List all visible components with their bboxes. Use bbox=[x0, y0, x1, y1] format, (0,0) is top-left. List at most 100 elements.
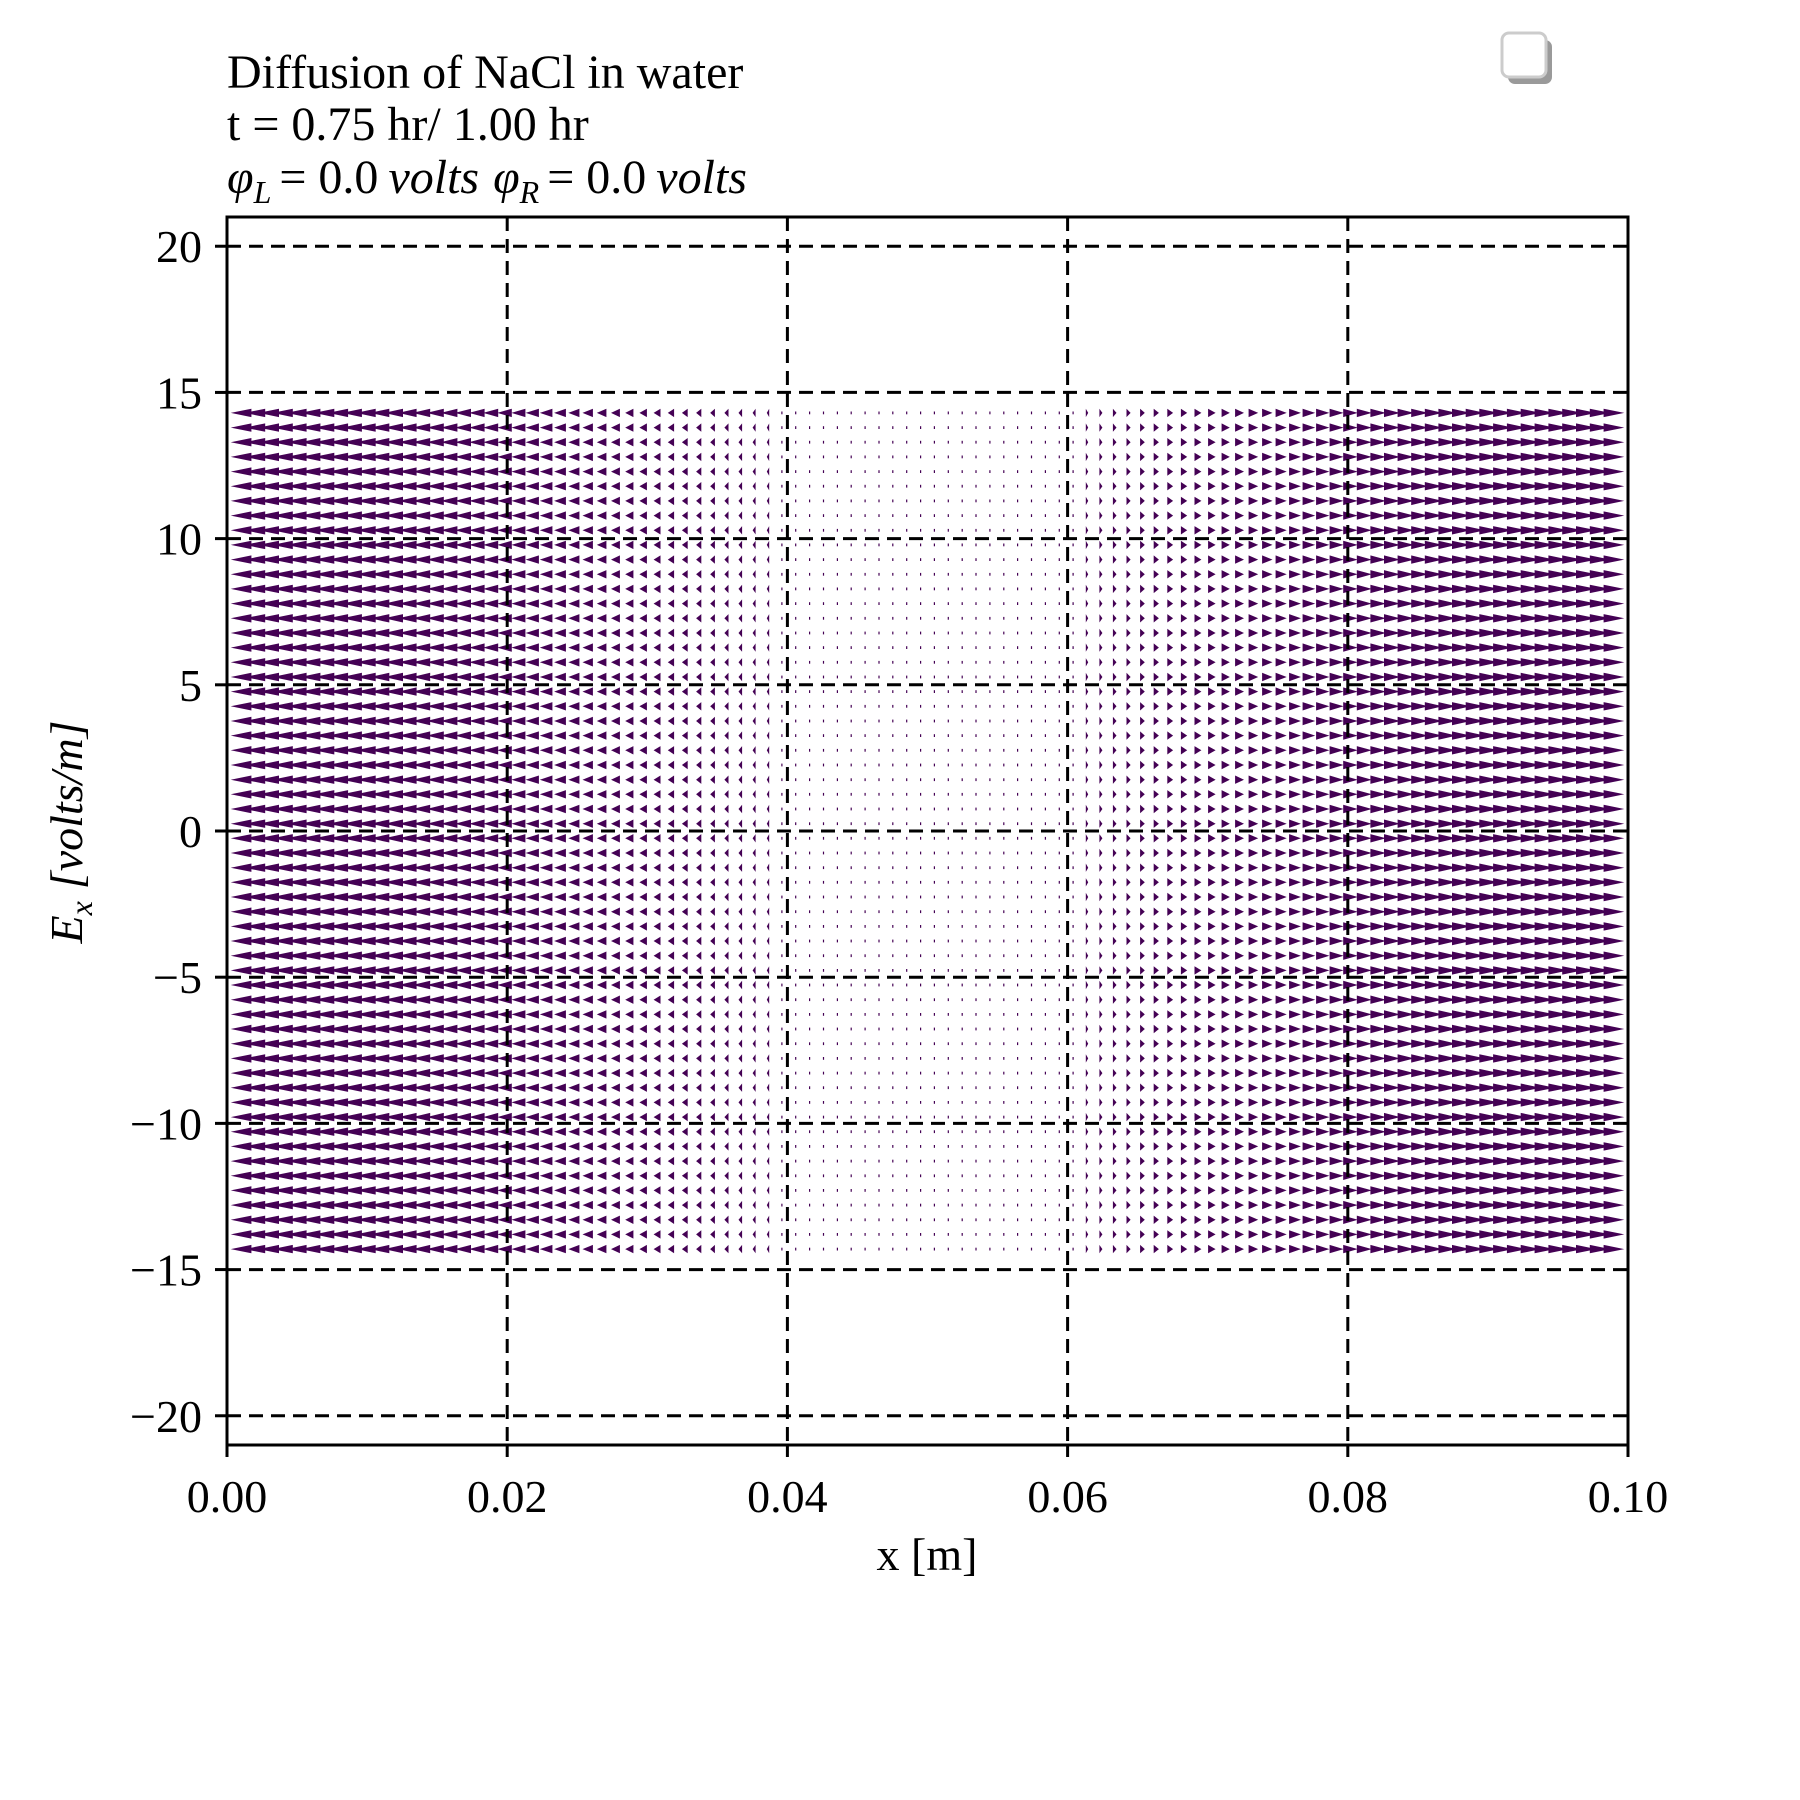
quiver-arrow bbox=[822, 866, 825, 870]
quiver-arrow bbox=[975, 1071, 977, 1075]
quiver-arrow bbox=[511, 1098, 526, 1107]
quiver-arrow bbox=[850, 925, 852, 928]
quiver-arrow bbox=[809, 1071, 811, 1075]
quiver-arrow bbox=[681, 1054, 688, 1063]
quiver-arrow bbox=[892, 822, 894, 826]
quiver-arrow bbox=[525, 731, 539, 740]
quiver-arrow bbox=[1140, 951, 1145, 960]
quiver-arrow bbox=[568, 540, 580, 550]
quiver-arrow bbox=[1370, 599, 1387, 608]
quiver-arrow bbox=[286, 922, 307, 931]
quiver-arrow bbox=[1576, 716, 1597, 726]
quiver-arrow bbox=[1194, 775, 1202, 784]
quiver-arrow bbox=[384, 672, 403, 682]
quiver-arrow bbox=[398, 555, 417, 564]
quiver-arrow bbox=[836, 646, 838, 649]
quiver-arrow bbox=[933, 543, 935, 547]
quiver-arrow bbox=[1438, 540, 1457, 550]
quiver-arrow bbox=[766, 658, 770, 667]
quiver-arrow bbox=[230, 687, 252, 696]
quiver-arrow bbox=[1044, 602, 1046, 605]
quiver-arrow bbox=[454, 1142, 471, 1151]
quiver-arrow bbox=[989, 646, 991, 649]
quiver-arrow bbox=[1576, 790, 1597, 799]
quiver-arrow bbox=[355, 1215, 376, 1224]
quiver-arrow bbox=[1194, 951, 1202, 960]
quiver-arrow bbox=[1140, 892, 1145, 902]
quiver-arrow bbox=[355, 760, 376, 770]
quiver-arrow bbox=[539, 731, 553, 740]
quiver-arrow bbox=[1126, 555, 1131, 564]
quiver-arrow bbox=[1534, 702, 1555, 711]
quiver-arrow bbox=[1452, 628, 1471, 638]
quiver-arrow bbox=[836, 778, 838, 782]
quiver-arrow bbox=[582, 540, 593, 550]
quiver-arrow bbox=[1208, 1098, 1216, 1107]
quiver-arrow bbox=[710, 1010, 715, 1019]
quiver-arrow bbox=[539, 1244, 553, 1254]
quiver-arrow bbox=[454, 1083, 471, 1092]
quiver-arrow bbox=[1548, 716, 1569, 726]
quiver-arrow bbox=[1316, 1142, 1330, 1151]
quiver-arrow bbox=[483, 790, 499, 799]
quiver-arrow bbox=[961, 719, 963, 723]
quiver-arrow bbox=[1085, 731, 1089, 740]
quiver-arrow bbox=[258, 555, 279, 564]
quiver-arrow bbox=[1370, 584, 1387, 594]
quiver-arrow bbox=[906, 910, 908, 914]
quiver-arrow bbox=[752, 1142, 756, 1151]
quiver-arrow bbox=[1397, 922, 1415, 931]
quiver-arrow bbox=[568, 995, 580, 1004]
quiver-arrow bbox=[426, 746, 444, 755]
quiver-arrow bbox=[1397, 1127, 1415, 1136]
quiver-arrow bbox=[1221, 628, 1230, 638]
quiver-arrow bbox=[1370, 1054, 1387, 1063]
quiver-arrow bbox=[1235, 760, 1244, 770]
quiver-arrow bbox=[1493, 614, 1513, 623]
quiver-arrow bbox=[975, 792, 977, 796]
quiver-arrow bbox=[653, 1156, 661, 1166]
quiver-arrow bbox=[412, 1112, 431, 1122]
quiver-arrow bbox=[1589, 892, 1611, 902]
quiver-arrow bbox=[1099, 614, 1103, 623]
quiver-arrow bbox=[1384, 702, 1401, 711]
quiver-arrow bbox=[878, 704, 880, 708]
quiver-arrow bbox=[822, 1159, 825, 1163]
quiver-arrow bbox=[1465, 760, 1485, 770]
quiver-arrow bbox=[724, 804, 729, 814]
quiver-arrow bbox=[850, 704, 852, 708]
quiver-arrow bbox=[1262, 1215, 1273, 1224]
quiver-arrow bbox=[1289, 1186, 1301, 1195]
quiver-arrow bbox=[639, 995, 647, 1004]
quiver-arrow bbox=[398, 643, 417, 652]
quiver-arrow bbox=[1030, 660, 1033, 664]
quiver-arrow bbox=[314, 1024, 335, 1034]
quiver-arrow bbox=[947, 704, 949, 708]
quiver-arrow bbox=[596, 907, 607, 916]
quiver-arrow bbox=[1017, 939, 1019, 943]
quiver-arrow bbox=[1576, 922, 1597, 931]
quiver-arrow bbox=[1085, 1127, 1089, 1136]
quiver-arrow bbox=[1329, 658, 1344, 667]
quiver-arrow bbox=[454, 1171, 471, 1180]
quiver-arrow bbox=[681, 746, 688, 755]
quiver-arrow bbox=[539, 907, 553, 916]
quiver-arrow bbox=[554, 540, 566, 550]
quiver-arrow bbox=[1548, 760, 1569, 770]
quiver-arrow bbox=[892, 587, 894, 591]
quiver-arrow bbox=[1221, 614, 1230, 623]
quiver-arrow bbox=[596, 540, 607, 550]
quiver-arrow bbox=[1548, 672, 1569, 682]
quiver-arrow bbox=[878, 1042, 880, 1046]
quiver-arrow bbox=[822, 1130, 825, 1134]
quiver-arrow bbox=[1003, 1203, 1005, 1207]
quiver-arrow bbox=[328, 731, 349, 740]
quiver-arrow bbox=[1424, 1083, 1443, 1092]
quiver-arrow bbox=[554, 966, 566, 975]
quiver-arrow bbox=[1194, 526, 1202, 535]
quiver-arrow bbox=[850, 734, 852, 737]
quiver-arrow bbox=[468, 980, 485, 990]
quiver-arrow bbox=[795, 836, 797, 840]
quiver-arrow bbox=[920, 660, 922, 664]
quiver-arrow bbox=[696, 1171, 702, 1180]
